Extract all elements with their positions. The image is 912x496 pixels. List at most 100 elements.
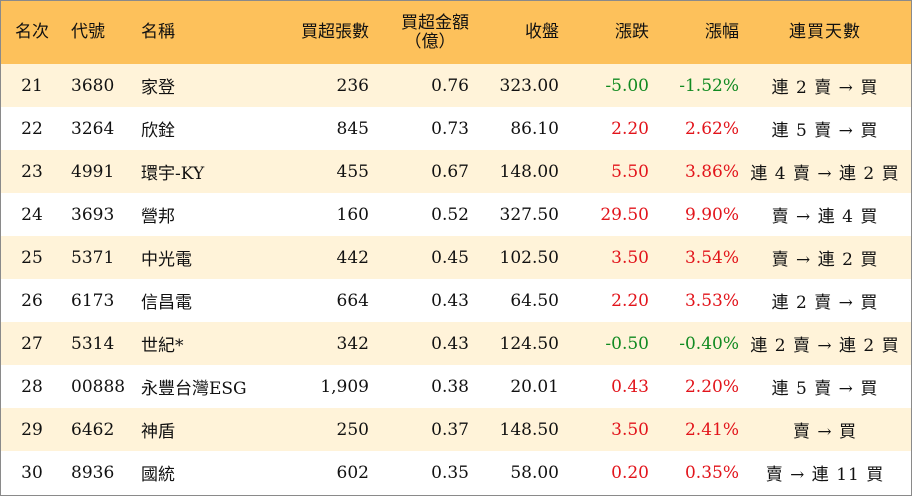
cell-amount: 0.43 bbox=[431, 290, 469, 311]
cell-days: 賣 → 連 4 買 bbox=[771, 207, 879, 227]
cell-volume: 664 bbox=[336, 290, 369, 311]
cell-days: 連 5 賣 → 買 bbox=[771, 379, 879, 399]
cell-rank: 29 bbox=[21, 419, 43, 440]
table-row: 28 00888 永豐台灣ESG 1,909 0.38 20.01 0.43 2… bbox=[1, 365, 911, 408]
cell-name: 環宇-KY bbox=[141, 164, 205, 184]
cell-code: 3680 bbox=[71, 75, 115, 96]
table-row: 25 5371 中光電 442 0.45 102.50 3.50 3.54% 賣… bbox=[1, 236, 911, 279]
cell-pct: 3.53% bbox=[684, 290, 739, 311]
cell-pct: 9.90% bbox=[684, 204, 739, 225]
cell-volume: 845 bbox=[336, 118, 369, 139]
cell-code: 00888 bbox=[71, 376, 126, 397]
cell-name: 世紀* bbox=[141, 336, 184, 356]
table-row: 24 3693 營邦 160 0.52 327.50 29.50 9.90% 賣… bbox=[1, 193, 911, 236]
cell-change: 3.50 bbox=[611, 419, 649, 440]
cell-amount: 0.45 bbox=[431, 247, 469, 268]
cell-name: 神盾 bbox=[141, 422, 175, 442]
cell-code: 6462 bbox=[71, 419, 115, 440]
cell-close: 327.50 bbox=[499, 204, 559, 225]
cell-volume: 1,909 bbox=[320, 376, 369, 397]
header-rank: 名次 bbox=[15, 22, 49, 42]
cell-change: 5.50 bbox=[611, 161, 649, 182]
cell-code: 4991 bbox=[71, 161, 115, 182]
cell-name: 營邦 bbox=[141, 207, 175, 227]
cell-amount: 0.37 bbox=[431, 419, 469, 440]
cell-pct: -1.52% bbox=[679, 75, 739, 96]
cell-rank: 21 bbox=[21, 75, 43, 96]
header-name: 名稱 bbox=[141, 22, 175, 42]
table-row: 21 3680 家登 236 0.76 323.00 -5.00 -1.52% … bbox=[1, 64, 911, 107]
cell-volume: 455 bbox=[336, 161, 369, 182]
cell-amount: 0.35 bbox=[431, 462, 469, 483]
cell-days: 連 2 賣 → 買 bbox=[771, 293, 879, 313]
cell-change: -5.00 bbox=[605, 75, 649, 96]
cell-volume: 236 bbox=[336, 75, 369, 96]
header-amount: 買超金額 （億） bbox=[369, 1, 469, 64]
cell-pct: 0.35% bbox=[684, 462, 739, 483]
cell-amount: 0.52 bbox=[431, 204, 469, 225]
cell-code: 3264 bbox=[71, 118, 115, 139]
cell-amount: 0.43 bbox=[431, 333, 469, 354]
table-row: 23 4991 環宇-KY 455 0.67 148.00 5.50 3.86%… bbox=[1, 150, 911, 193]
cell-code: 5371 bbox=[71, 247, 115, 268]
cell-code: 5314 bbox=[71, 333, 115, 354]
cell-change: 2.20 bbox=[611, 290, 649, 311]
table-row: 30 8936 國統 602 0.35 58.00 0.20 0.35% 賣 →… bbox=[1, 451, 911, 494]
cell-rank: 30 bbox=[21, 462, 43, 483]
table-header: 名次 代號 名稱 買超張數 買超金額 （億） 收盤 漲跌 漲幅 連買天數 bbox=[1, 1, 911, 64]
cell-days: 連 4 賣 → 連 2 買 bbox=[750, 164, 900, 184]
cell-pct: 2.20% bbox=[684, 376, 739, 397]
table-body: 21 3680 家登 236 0.76 323.00 -5.00 -1.52% … bbox=[1, 64, 911, 494]
cell-name: 國統 bbox=[141, 465, 175, 485]
cell-days: 賣 → 買 bbox=[792, 422, 858, 442]
table-row: 26 6173 信昌電 664 0.43 64.50 2.20 3.53% 連 … bbox=[1, 279, 911, 322]
cell-close: 20.01 bbox=[510, 376, 559, 397]
cell-days: 連 5 賣 → 買 bbox=[771, 121, 879, 141]
cell-rank: 27 bbox=[21, 333, 43, 354]
cell-rank: 26 bbox=[21, 290, 43, 311]
header-code: 代號 bbox=[71, 22, 105, 42]
table-row: 29 6462 神盾 250 0.37 148.50 3.50 2.41% 賣 … bbox=[1, 408, 911, 451]
cell-rank: 23 bbox=[21, 161, 43, 182]
cell-change: 29.50 bbox=[600, 204, 649, 225]
cell-amount: 0.73 bbox=[431, 118, 469, 139]
table-row: 22 3264 欣銓 845 0.73 86.10 2.20 2.62% 連 5… bbox=[1, 107, 911, 150]
cell-pct: 3.86% bbox=[684, 161, 739, 182]
cell-change: 0.20 bbox=[611, 462, 649, 483]
cell-days: 連 2 賣 → 買 bbox=[771, 78, 879, 98]
cell-rank: 25 bbox=[21, 247, 43, 268]
table-row: 27 5314 世紀* 342 0.43 124.50 -0.50 -0.40%… bbox=[1, 322, 911, 365]
cell-pct: 2.62% bbox=[684, 118, 739, 139]
cell-volume: 602 bbox=[336, 462, 369, 483]
cell-volume: 442 bbox=[336, 247, 369, 268]
cell-days: 連 2 賣 → 連 2 買 bbox=[750, 336, 900, 356]
cell-volume: 250 bbox=[336, 419, 369, 440]
cell-close: 148.00 bbox=[499, 161, 559, 182]
header-volume: 買超張數 bbox=[301, 22, 369, 42]
cell-days: 賣 → 連 2 買 bbox=[771, 250, 879, 270]
cell-amount: 0.38 bbox=[431, 376, 469, 397]
cell-name: 永豐台灣ESG bbox=[141, 379, 247, 399]
cell-rank: 28 bbox=[21, 376, 43, 397]
header-change: 漲跌 bbox=[615, 22, 649, 42]
cell-days: 賣 → 連 11 買 bbox=[765, 465, 885, 485]
cell-name: 中光電 bbox=[141, 250, 192, 270]
cell-name: 信昌電 bbox=[141, 293, 192, 313]
cell-close: 148.50 bbox=[499, 419, 559, 440]
cell-close: 124.50 bbox=[499, 333, 559, 354]
cell-rank: 24 bbox=[21, 204, 43, 225]
header-row: 名次 代號 名稱 買超張數 買超金額 （億） 收盤 漲跌 漲幅 連買天數 bbox=[1, 1, 911, 64]
cell-close: 64.50 bbox=[510, 290, 559, 311]
cell-code: 6173 bbox=[71, 290, 115, 311]
cell-close: 102.50 bbox=[499, 247, 559, 268]
cell-close: 323.00 bbox=[499, 75, 559, 96]
cell-code: 8936 bbox=[71, 462, 115, 483]
header-amount-line1: 買超金額 bbox=[401, 12, 469, 33]
cell-change: 2.20 bbox=[611, 118, 649, 139]
cell-name: 欣銓 bbox=[141, 121, 175, 141]
cell-close: 58.00 bbox=[510, 462, 559, 483]
cell-amount: 0.76 bbox=[431, 75, 469, 96]
cell-change: 3.50 bbox=[611, 247, 649, 268]
header-pct: 漲幅 bbox=[705, 22, 739, 42]
